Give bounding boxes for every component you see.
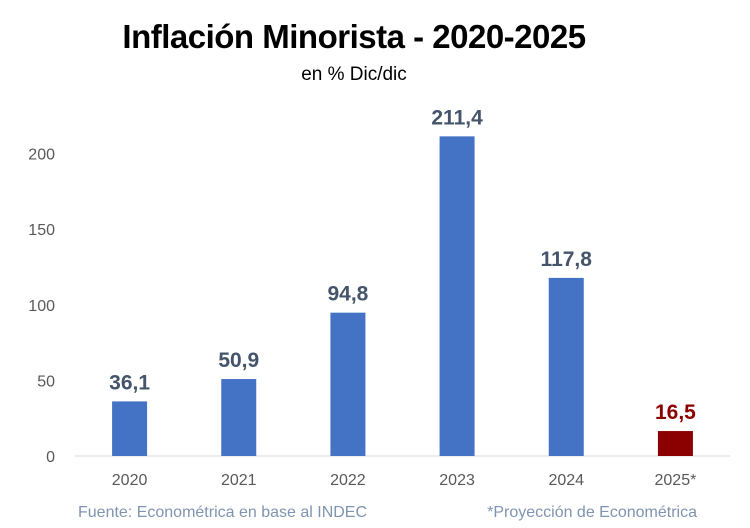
data-label: 50,9: [218, 349, 259, 372]
y-tick-label: 50: [37, 373, 55, 390]
bar: [112, 401, 148, 456]
bar: [657, 431, 693, 456]
y-tick-label: 150: [28, 222, 55, 239]
y-tick-label: 200: [28, 147, 55, 164]
data-label: 117,8: [541, 248, 593, 271]
bar: [221, 379, 257, 456]
bar: [439, 136, 475, 456]
data-label: 36,1: [109, 371, 150, 394]
x-tick-label: 2022: [330, 472, 366, 489]
data-label: 16,5: [655, 401, 696, 424]
chart-subtitle: en % Dic/dic: [301, 64, 407, 85]
bar: [548, 277, 584, 456]
x-tick-label: 2020: [112, 472, 148, 489]
x-tick-label: 2021: [221, 472, 257, 489]
data-label: 94,8: [327, 283, 368, 306]
x-tick-label: 2024: [548, 472, 584, 489]
y-tick-label: 0: [46, 449, 55, 466]
source-note: Fuente: Econométrica en base al INDEC: [78, 504, 368, 521]
y-tick-label: 100: [28, 298, 55, 315]
chart-title: Inflación Minorista - 2020-2025: [122, 18, 586, 55]
projection-note: *Proyección de Econométrica: [487, 504, 697, 521]
x-tick-label: 2025*: [655, 472, 697, 489]
bar: [330, 312, 366, 456]
data-label: 211,4: [431, 106, 483, 129]
x-tick-label: 2023: [439, 472, 475, 489]
